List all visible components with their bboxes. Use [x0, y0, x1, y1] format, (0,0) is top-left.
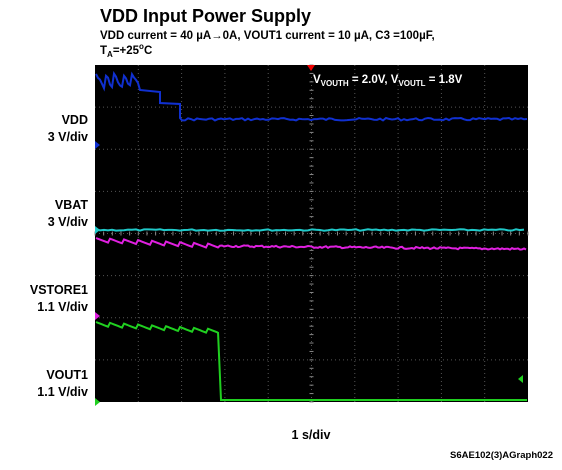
ch-marker	[95, 312, 100, 320]
channel-name: VDD	[62, 113, 88, 127]
vstore1-trace	[95, 237, 527, 251]
channel-name: VSTORE1	[30, 283, 88, 297]
timebase: 1 s/div	[292, 428, 331, 442]
channel-name: VOUT1	[46, 368, 88, 382]
channel-scale: 3 V/div	[48, 215, 88, 229]
channel-scale: 1.1 V/div	[37, 300, 88, 314]
vout1-trace	[95, 321, 527, 401]
ch-marker	[95, 398, 100, 406]
channel-scale: 1.1 V/div	[37, 385, 88, 399]
ch-marker	[95, 226, 100, 234]
subtitle: TA=+25oC	[100, 42, 152, 59]
channel-name: VBAT	[55, 198, 88, 212]
grid	[94, 64, 529, 403]
ch-marker	[95, 141, 100, 149]
annotation: VVOUTH = 2.0V, VVOUTL = 1.8V	[313, 74, 463, 88]
figure-id: S6AE102(3)AGraph022	[450, 450, 553, 461]
vbat-trace	[95, 228, 525, 232]
channel-labels: VDD 3 V/div VBAT 3 V/div VSTORE1 1.1 V/d…	[30, 113, 88, 399]
level-marker	[518, 375, 523, 383]
subtitle: VDD current = 40 µA→0A, VOUT1 current = …	[100, 30, 435, 42]
vdd-trace	[95, 70, 528, 122]
title: VDD Input Power Supply	[100, 6, 311, 26]
trigger-marker	[307, 65, 315, 71]
channel-scale: 3 V/div	[48, 130, 88, 144]
